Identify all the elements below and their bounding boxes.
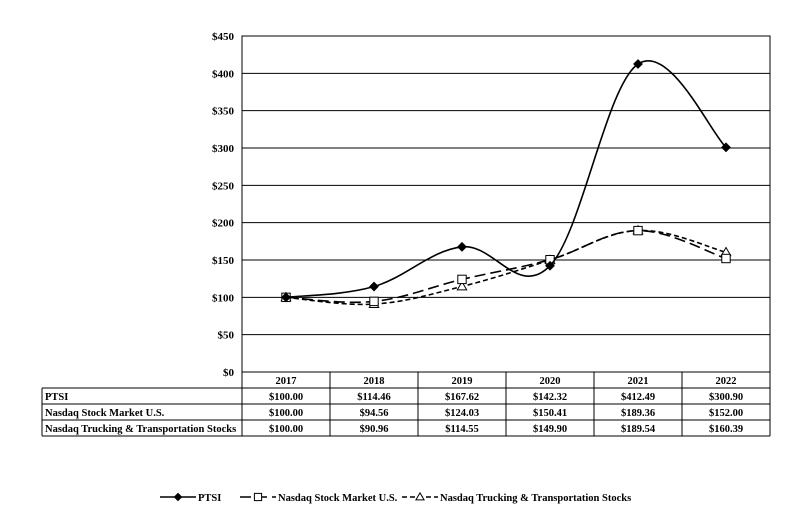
table-cell: $160.39 — [709, 424, 743, 435]
data-table: 2017 2018 2019 2020 2021 2022 PTSI $100.00 $114.… — [41, 371, 771, 437]
y-tick-label: $0 — [223, 367, 235, 379]
table-cell: $189.36 — [621, 408, 655, 419]
data-point — [633, 59, 643, 69]
plot-frame — [241, 35, 771, 373]
table-cell: $149.90 — [533, 424, 567, 435]
table-cell: $114.55 — [445, 424, 479, 435]
y-tick-label: $450 — [212, 31, 235, 43]
x-tick-label: 2018 — [364, 376, 385, 387]
table-cell: $100.00 — [269, 424, 303, 435]
legend-label: Nasdaq Stock Market U.S. — [278, 493, 398, 504]
table-cell: $90.96 — [360, 424, 389, 435]
table-row-label: PTSI — [45, 392, 68, 403]
plot-series — [280, 59, 732, 308]
legend: PTSI Nasdaq Stock Market U.S. Nasdaq Truck… — [160, 491, 631, 504]
table-row-label: Nasdaq Stock Market U.S. — [45, 408, 165, 419]
table-row-label: Nasdaq Trucking & Transportation Stocks — [45, 424, 236, 435]
y-tick-label: $150 — [212, 255, 235, 267]
table-cell: $100.00 — [269, 392, 303, 403]
table-cell: $94.56 — [360, 408, 389, 419]
table-cell: $167.62 — [445, 392, 479, 403]
data-point — [457, 241, 467, 252]
legend-label: PTSI — [198, 493, 221, 504]
data-point — [721, 253, 731, 264]
y-tick-label: $300 — [212, 143, 235, 155]
data-point — [721, 142, 731, 153]
series-line — [285, 60, 727, 299]
table-cell: $100.00 — [269, 408, 303, 419]
table-cell: $124.03 — [445, 408, 479, 419]
data-point — [281, 292, 291, 303]
data-point — [457, 274, 467, 285]
data-point — [633, 225, 643, 236]
x-tick-label: 2021 — [628, 376, 649, 387]
legend-label: Nasdaq Trucking & Transportation Stocks — [440, 493, 631, 504]
data-point — [456, 280, 468, 291]
table-cell: $189.54 — [621, 424, 656, 435]
y-tick-label: $350 — [212, 106, 235, 118]
y-axis: $0 $50 $100 $150 $200 $250 $300 $350 $400 $450 — [212, 31, 235, 379]
data-point — [545, 260, 555, 271]
legend-marker — [253, 492, 263, 502]
x-tick-label: 2020 — [540, 376, 561, 387]
data-point — [369, 281, 379, 292]
y-tick-label: $100 — [212, 292, 235, 304]
y-tick-label: $250 — [212, 180, 235, 192]
x-tick-label: 2022 — [716, 376, 737, 387]
series-line — [285, 229, 727, 304]
table-cell: $300.90 — [709, 392, 743, 403]
legend-marker — [415, 491, 425, 501]
data-point — [369, 296, 379, 307]
table-cell: $150.41 — [533, 408, 567, 419]
table-cell: $412.49 — [621, 392, 655, 403]
legend-marker — [173, 492, 183, 502]
x-tick-label: 2019 — [452, 376, 473, 387]
table-cell: $114.46 — [357, 392, 391, 403]
y-tick-label: $400 — [212, 68, 235, 80]
table-cell: $142.32 — [533, 392, 567, 403]
grid-lines — [241, 35, 771, 373]
x-tick-label: 2017 — [276, 376, 297, 387]
table-cell: $152.00 — [709, 408, 743, 419]
y-tick-label: $200 — [212, 218, 235, 230]
y-tick-label: $50 — [218, 330, 235, 342]
